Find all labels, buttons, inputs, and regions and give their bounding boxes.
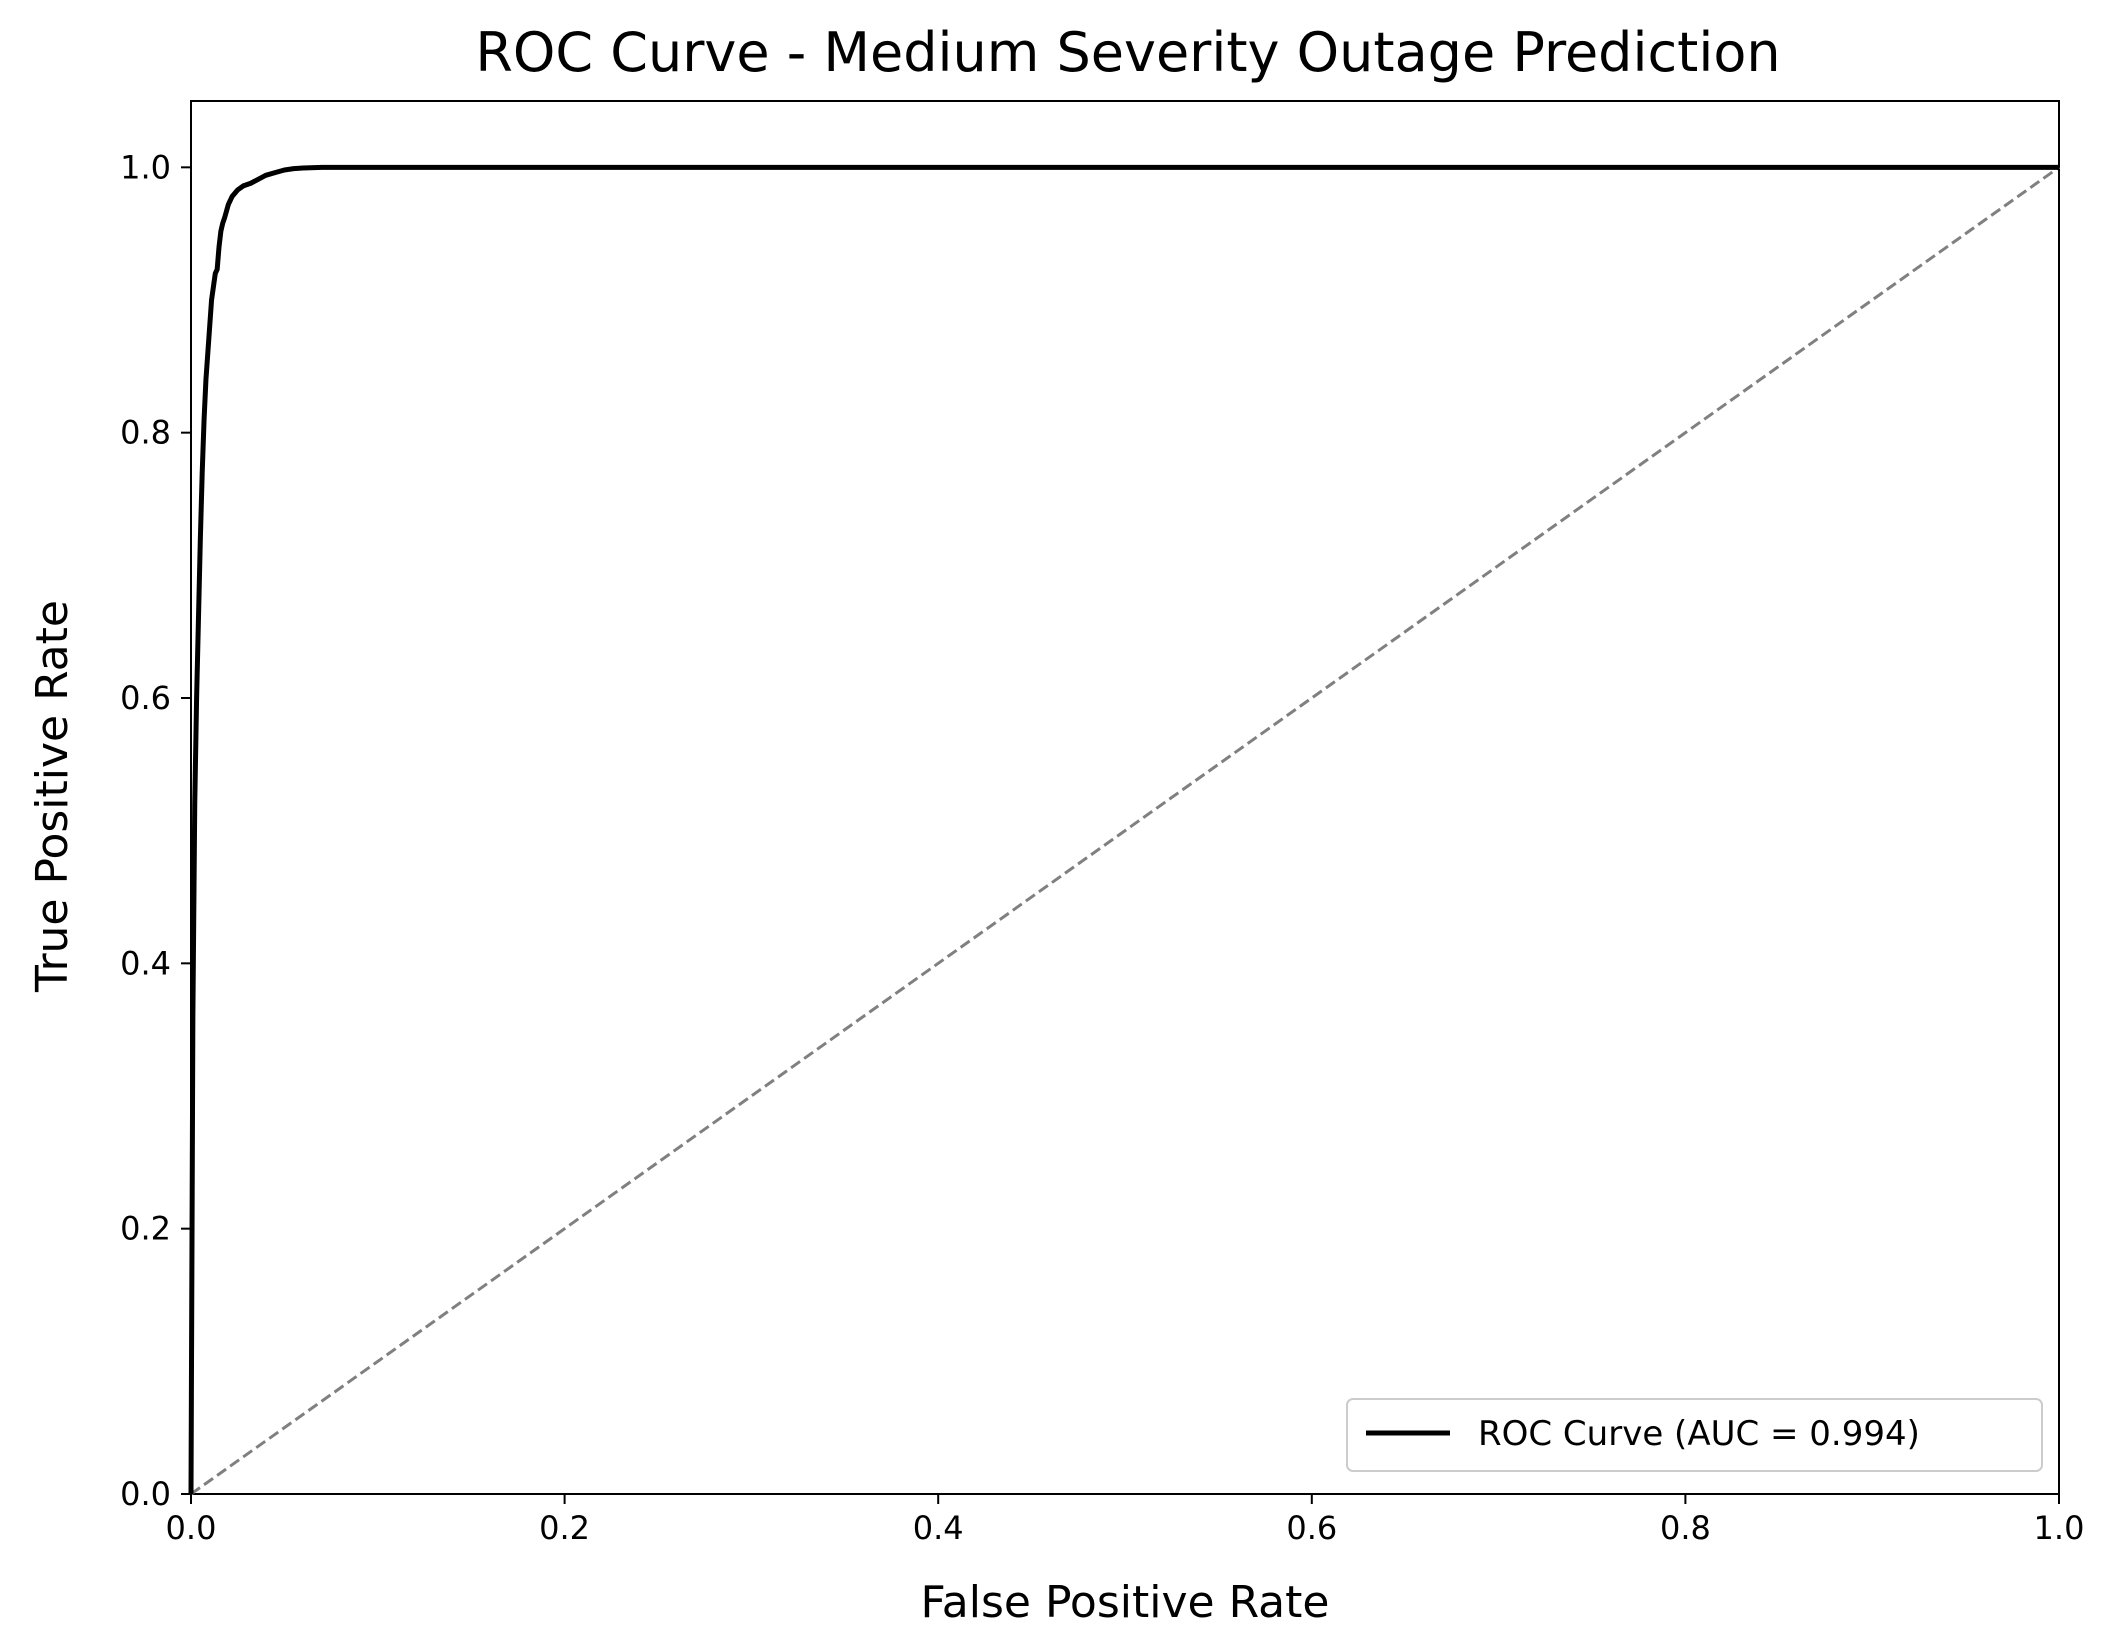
y-axis: 0.0 0.2 0.4 0.6 0.8 1.0: [120, 148, 191, 1513]
series-layer: [188, 164, 2060, 1496]
x-tick-label: 0.0: [166, 1509, 217, 1547]
chart-title: ROC Curve - Medium Severity Outage Predi…: [475, 21, 1780, 84]
x-tick-label: 0.4: [913, 1509, 964, 1547]
x-tick-label: 0.8: [1660, 1509, 1711, 1547]
x-axis: 0.0 0.2 0.4 0.6 0.8 1.0: [166, 1494, 2085, 1547]
x-tick-label: 0.2: [539, 1509, 590, 1547]
x-tick-label: 1.0: [2034, 1509, 2085, 1547]
y-tick-label: 0.2: [120, 1210, 171, 1248]
x-tick-label: 0.6: [1286, 1509, 1337, 1547]
y-tick-label: 1.0: [120, 148, 171, 186]
y-tick-label: 0.8: [120, 414, 171, 452]
y-axis-label: True Positive Rate: [27, 600, 78, 993]
plot-area: [188, 100, 2060, 1496]
y-tick-label: 0.6: [120, 679, 171, 717]
y-tick-label: 0.4: [120, 944, 171, 982]
chance-diagonal-line: [190, 166, 2060, 1496]
plot-frame: [190, 100, 2060, 1495]
x-axis-label: False Positive Rate: [921, 1577, 1330, 1628]
legend: ROC Curve (AUC = 0.994): [1346, 1398, 2043, 1472]
roc-curve-line: [188, 164, 2059, 1495]
y-tick-label: 0.0: [120, 1475, 171, 1513]
legend-label: ROC Curve (AUC = 0.994): [1478, 1414, 1920, 1454]
legend-box: [1346, 1398, 2043, 1472]
